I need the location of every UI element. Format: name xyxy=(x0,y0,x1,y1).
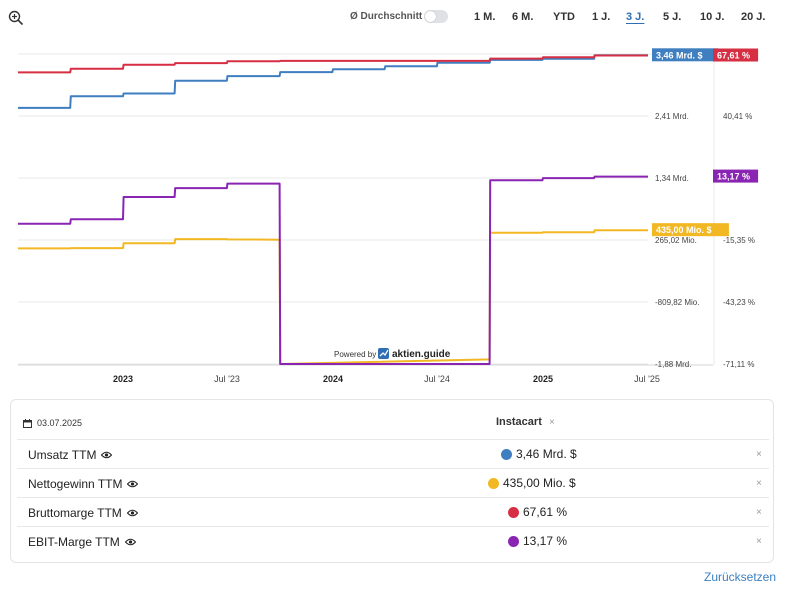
value-text: 3,46 Mrd. $ xyxy=(516,447,577,461)
table-row: Bruttomarge TTM 67,61 % × xyxy=(17,497,769,527)
chart-series xyxy=(18,54,648,365)
metric-label: EBIT-Marge TTM xyxy=(28,535,136,549)
metric-value: 435,00 Mio. $ xyxy=(488,476,576,490)
x-tick-label: Jul '25 xyxy=(634,374,660,384)
metric-label: Umsatz TTM xyxy=(28,448,113,462)
line-chart[interactable]: 2,41 Mrd. 1,34 Mrd. -809,82 Mio. -1,88 Mrd.… xyxy=(0,34,786,390)
comparison-panel: 03.07.2025 Instacart × Umsatz TTM 3,46 M… xyxy=(10,399,774,563)
end-value-tag-text: 13,17 % xyxy=(717,172,750,182)
remove-metric-button[interactable]: × xyxy=(756,536,762,547)
end-value-tag-text: 3,46 Mrd. $ xyxy=(656,50,703,60)
average-toggle[interactable] xyxy=(424,10,448,23)
x-tick-label: 2024 xyxy=(323,374,343,384)
calendar-icon xyxy=(23,418,32,428)
eye-icon[interactable] xyxy=(124,538,136,546)
range-ytd[interactable]: YTD xyxy=(553,11,575,23)
remove-company-button[interactable]: × xyxy=(549,417,555,428)
company-name: Instacart xyxy=(496,416,542,428)
value-text: 67,61 % xyxy=(523,505,568,519)
end-value-tag xyxy=(713,169,759,183)
x-tick-label: Jul '23 xyxy=(214,374,240,384)
brand-name: aktien.guide xyxy=(392,349,451,360)
range-3y[interactable]: 3 J. xyxy=(626,11,645,23)
x-tick-label: 2023 xyxy=(113,374,133,384)
watermark: Powered by aktien.guide xyxy=(334,348,451,360)
value-text: 13,17 % xyxy=(523,534,568,548)
eye-icon[interactable] xyxy=(127,480,139,488)
series-line-bruttomarge-ttm xyxy=(18,54,648,74)
range-6m[interactable]: 6 M. xyxy=(512,11,534,23)
series-line-ebit-marge-ttm xyxy=(18,175,648,365)
y-left-tick-label: -1,88 Mrd. xyxy=(655,360,691,369)
y-left-tick-label: 2,41 Mrd. xyxy=(655,112,689,121)
date-text: 03.07.2025 xyxy=(37,418,83,428)
x-tick-label: Jul '24 xyxy=(424,374,450,384)
y-left-tick-label: 265,02 Mio. xyxy=(655,236,697,245)
metric-name: Umsatz TTM xyxy=(28,448,97,462)
metric-name: Nettogewinn TTM xyxy=(28,477,123,491)
metric-name: Bruttomarge TTM xyxy=(28,506,122,520)
table-row: EBIT-Marge TTM 13,17 % × xyxy=(17,526,769,556)
metric-label: Bruttomarge TTM xyxy=(28,506,138,520)
series-color-dot xyxy=(508,506,519,518)
end-value-tags: 3,46 Mrd. $ 435,00 Mio. $ 67,61 % 13,17 % xyxy=(652,48,759,237)
metric-name: EBIT-Marge TTM xyxy=(28,535,120,549)
series-color-dot xyxy=(501,448,512,460)
y-left-tick-label: 1,34 Mrd. xyxy=(655,174,689,183)
metric-label: Nettogewinn TTM xyxy=(28,477,139,491)
end-value-tag-text: 67,61 % xyxy=(717,51,750,61)
remove-metric-button[interactable]: × xyxy=(756,449,762,460)
metric-value: 13,17 % xyxy=(508,534,567,548)
y-right-tick-label: -71,11 % xyxy=(723,360,754,369)
series-color-dot xyxy=(508,535,519,547)
eye-icon[interactable] xyxy=(126,509,138,517)
reset-button[interactable]: Zurücksetzen xyxy=(704,570,777,584)
left-axis-labels: 2,41 Mrd. 1,34 Mrd. -809,82 Mio. -1,88 Mrd.… xyxy=(655,112,699,369)
series-line-nettogewinn-ttm xyxy=(18,229,648,365)
range-20y[interactable]: 20 J. xyxy=(741,11,766,23)
metric-value: 3,46 Mrd. $ xyxy=(501,447,577,461)
x-tick-label: 2025 xyxy=(533,374,553,384)
chart-toolbar: Ø Durchschnitt 1 M. 6 M. YTD 1 J. 3 J. 5… xyxy=(0,0,786,34)
average-toggle-label: Ø Durchschnitt xyxy=(350,11,423,22)
series-color-dot xyxy=(488,477,499,489)
y-right-tick-label: -15,35 % xyxy=(723,236,755,245)
powered-by-text: Powered by xyxy=(334,350,376,359)
zoom-in-icon[interactable] xyxy=(8,10,24,26)
end-value-tag xyxy=(713,48,759,62)
selected-date: 03.07.2025 xyxy=(23,418,82,428)
end-value-tag xyxy=(652,223,729,237)
toggle-knob xyxy=(425,11,436,22)
right-axis-labels: 40,41 % -15,35 % -43,23 % -71,11 % xyxy=(723,112,755,369)
remove-metric-button[interactable]: × xyxy=(756,478,762,489)
eye-icon[interactable] xyxy=(101,451,113,459)
y-left-tick-label: -809,82 Mio. xyxy=(655,298,699,307)
trend-arrow-icon xyxy=(379,349,389,357)
x-axis-labels: 2023 Jul '23 2024 Jul '24 2025 Jul '25 xyxy=(113,374,660,384)
table-row: Nettogewinn TTM 435,00 Mio. $ × xyxy=(17,468,769,498)
table-row: Umsatz TTM 3,46 Mrd. $ × xyxy=(17,439,769,469)
range-5y[interactable]: 5 J. xyxy=(663,11,682,23)
metric-value: 67,61 % xyxy=(508,505,567,519)
value-text: 435,00 Mio. $ xyxy=(503,476,576,490)
end-value-tag xyxy=(652,48,719,62)
y-right-tick-label: -43,23 % xyxy=(723,298,755,307)
range-10y[interactable]: 10 J. xyxy=(700,11,725,23)
range-1m[interactable]: 1 M. xyxy=(474,11,496,23)
series-line-umsatz-ttm xyxy=(18,54,648,109)
y-right-tick-label: 40,41 % xyxy=(723,112,752,121)
range-1y[interactable]: 1 J. xyxy=(592,11,611,23)
end-value-tag-text: 435,00 Mio. $ xyxy=(656,225,712,235)
remove-metric-button[interactable]: × xyxy=(756,507,762,518)
